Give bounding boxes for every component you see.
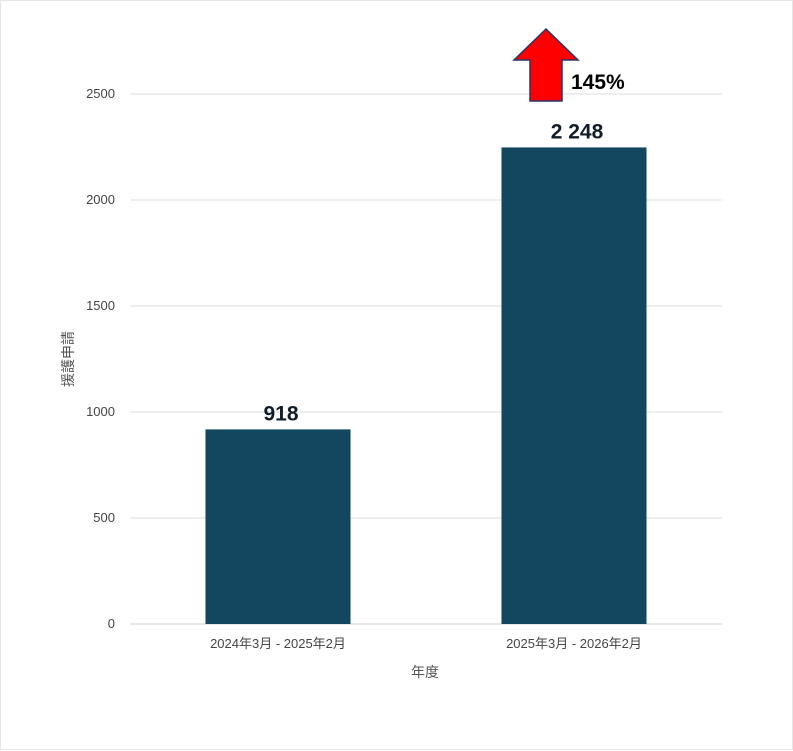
bar-value-label: 2 248	[551, 120, 604, 143]
y-tick-label: 500	[93, 510, 115, 525]
x-axis-title: 年度	[411, 665, 439, 681]
y-tick-label: 1000	[86, 404, 115, 419]
bar	[501, 147, 647, 624]
y-tick-label: 2500	[86, 86, 115, 101]
data-labels: 918 2 248	[263, 120, 603, 425]
y-tick-label: 1500	[86, 298, 115, 313]
x-tick-label: 2024年3月 - 2025年2月	[210, 636, 346, 651]
y-tick-label: 2000	[86, 192, 115, 207]
x-tick-labels: 2024年3月 - 2025年2月 2025年3月 - 2026年2月	[210, 636, 642, 651]
bar	[205, 429, 351, 624]
up-arrow-icon	[512, 27, 580, 102]
growth-percent-label: 145%	[571, 71, 625, 94]
y-tick-label: 0	[108, 616, 115, 631]
x-tick-label: 2025年3月 - 2026年2月	[506, 636, 642, 651]
y-axis-title: 援護申請	[61, 331, 77, 387]
growth-annotation: 145%	[512, 27, 625, 102]
bars	[205, 147, 647, 624]
bar-value-label: 918	[263, 402, 298, 425]
y-tick-labels: 0 500 1000 1500 2000 2500	[86, 86, 115, 631]
